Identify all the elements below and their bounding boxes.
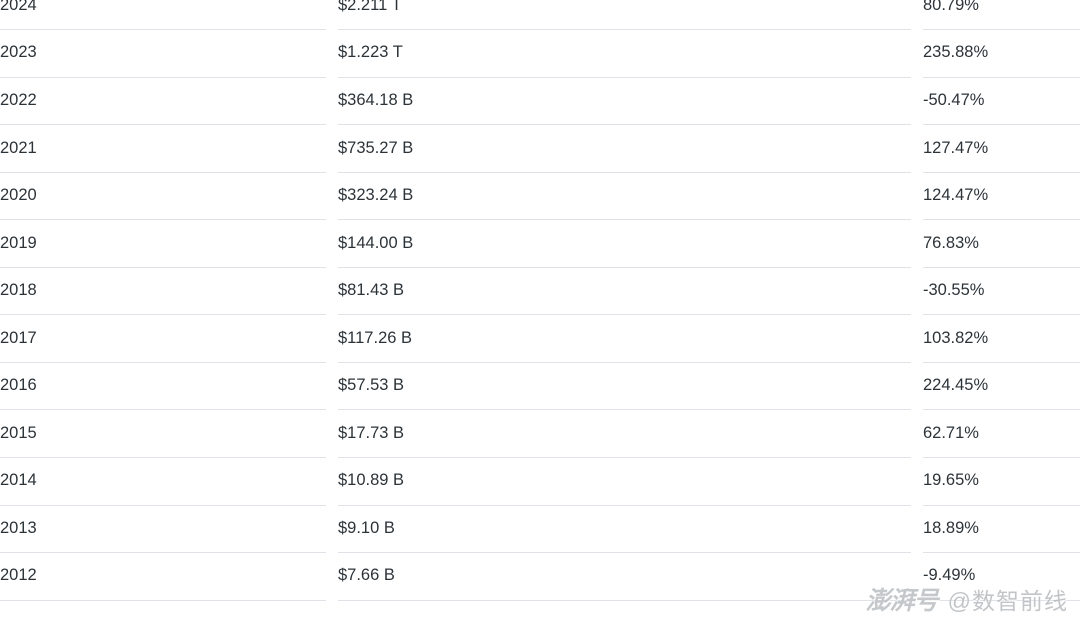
- table-row[interactable]: 2014 $10.89 B 19.65%: [0, 457, 1080, 506]
- cell-year: 2019: [0, 219, 338, 268]
- table-row[interactable]: 2016 $57.53 B 224.45%: [0, 362, 1080, 411]
- cell-value: $81.43 B: [332, 267, 923, 316]
- cell-change: 103.82%: [917, 314, 1080, 363]
- cell-change: 124.47%: [917, 172, 1080, 221]
- cell-value: $57.53 B: [332, 362, 923, 411]
- cell-value: $7.66 B: [332, 552, 923, 601]
- cell-year: 2017: [0, 314, 338, 363]
- cell-change: -30.55%: [917, 267, 1080, 316]
- table-row[interactable]: 2024 $2.211 T 80.79%: [0, 0, 1080, 31]
- cell-value: $735.27 B: [332, 124, 923, 173]
- cell-value: $17.73 B: [332, 409, 923, 458]
- cell-value: $2.211 T: [332, 0, 923, 31]
- table-body: 2024 $2.211 T 80.79% 2023 $1.223 T 235.88% 202…: [0, 0, 1080, 601]
- cell-change: 80.79%: [917, 0, 1080, 31]
- cell-value: $1.223 T: [332, 29, 923, 78]
- table-row[interactable]: 2020 $323.24 B 124.47%: [0, 172, 1080, 221]
- table-row[interactable]: 2017 $117.26 B 103.82%: [0, 314, 1080, 363]
- cell-year: 2015: [0, 409, 338, 458]
- financial-history-table: 2024 $2.211 T 80.79% 2023 $1.223 T 235.88% 202…: [0, 0, 1080, 601]
- table-row[interactable]: 2019 $144.00 B 76.83%: [0, 219, 1080, 268]
- cell-change: 62.71%: [917, 409, 1080, 458]
- table-row[interactable]: 2022 $364.18 B -50.47%: [0, 77, 1080, 126]
- cell-year: 2020: [0, 172, 338, 221]
- cell-year: 2021: [0, 124, 338, 173]
- table-row[interactable]: 2023 $1.223 T 235.88%: [0, 29, 1080, 78]
- table-row[interactable]: 2021 $735.27 B 127.47%: [0, 124, 1080, 173]
- cell-change: 127.47%: [917, 124, 1080, 173]
- cell-value: $10.89 B: [332, 457, 923, 506]
- cell-value: $323.24 B: [332, 172, 923, 221]
- cell-change: -50.47%: [917, 77, 1080, 126]
- cell-year: 2022: [0, 77, 338, 126]
- cell-change: 235.88%: [917, 29, 1080, 78]
- table-row[interactable]: 2015 $17.73 B 62.71%: [0, 409, 1080, 458]
- cell-year: 2024: [0, 0, 338, 31]
- cell-change: 76.83%: [917, 219, 1080, 268]
- cell-year: 2023: [0, 29, 338, 78]
- cell-change: 19.65%: [917, 457, 1080, 506]
- cell-value: $144.00 B: [332, 219, 923, 268]
- cell-change: 18.89%: [917, 505, 1080, 554]
- table-row[interactable]: 2013 $9.10 B 18.89%: [0, 505, 1080, 554]
- cell-year: 2013: [0, 505, 338, 554]
- cell-year: 2018: [0, 267, 338, 316]
- cell-value: $364.18 B: [332, 77, 923, 126]
- cell-change: -9.49%: [917, 552, 1080, 601]
- cell-value: $117.26 B: [332, 314, 923, 363]
- cell-value: $9.10 B: [332, 505, 923, 554]
- table-row[interactable]: 2012 $7.66 B -9.49%: [0, 552, 1080, 601]
- cell-year: 2012: [0, 552, 338, 601]
- cell-year: 2014: [0, 457, 338, 506]
- cell-year: 2016: [0, 362, 338, 411]
- table-row[interactable]: 2018 $81.43 B -30.55%: [0, 267, 1080, 316]
- cell-change: 224.45%: [917, 362, 1080, 411]
